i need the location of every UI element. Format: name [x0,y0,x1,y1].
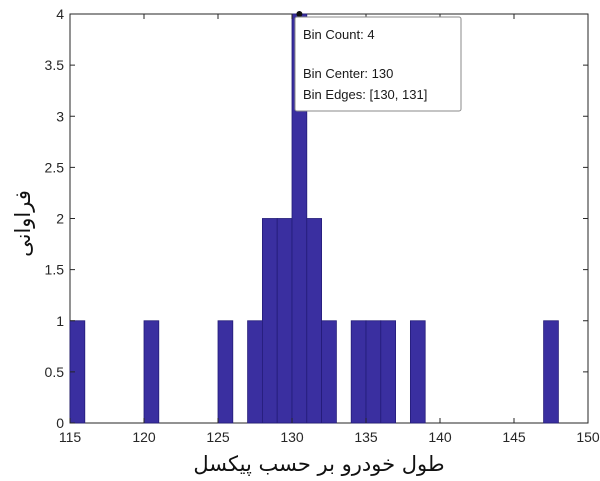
datatip-marker[interactable] [296,11,303,17]
histogram-bar[interactable] [247,320,263,424]
x-tick-label: 135 [354,429,378,445]
bars-group [69,13,559,424]
x-tick-label: 125 [206,429,230,445]
datatip[interactable]: Bin Count: 4 Bin Center: 130 Bin Edges: … [294,11,462,112]
x-axis-ticks: 115 120 125 130 135 140 145 150 [59,14,600,445]
datatip-box [294,16,462,112]
y-axis-ticks: 0 0.5 1 1.5 2 2.5 3 3.5 4 [45,6,588,431]
y-tick-label: 3 [56,108,64,124]
datatip-bin-count: Bin Count: 4 [303,27,375,42]
y-tick-label: 0 [56,415,64,431]
histogram-bar[interactable] [321,320,337,424]
histogram-bar[interactable] [143,320,160,424]
y-axis-label: فراوانی [11,190,35,257]
datatip-bin-center: Bin Center: 130 [303,66,393,81]
y-tick-label: 2 [56,211,64,227]
x-tick-label: 150 [576,429,600,445]
histogram-bar[interactable] [380,320,396,424]
x-tick-label: 120 [132,429,156,445]
y-tick-label: 4 [56,6,64,22]
y-tick-label: 3.5 [45,57,65,73]
plot-area: 115 120 125 130 135 140 145 150 0 0.5 1 1.5 2 2.5 3 3.… [45,6,600,445]
x-tick-label: 115 [59,429,82,445]
histogram-bar[interactable] [365,320,382,424]
x-tick-label: 130 [280,429,304,445]
x-tick-label: 140 [428,429,452,445]
y-tick-label: 0.5 [45,364,65,380]
histogram-bar[interactable] [276,218,293,424]
histogram-bar[interactable] [217,320,234,424]
y-tick-label: 2.5 [45,159,65,175]
histogram-bar[interactable] [350,320,367,424]
histogram-bar[interactable] [261,218,278,424]
histogram-bar[interactable] [306,218,322,424]
x-tick-label: 145 [502,429,526,445]
x-axis-label: طول خودرو بر حسب پیکسل [193,452,444,476]
histogram-bar[interactable] [543,320,559,424]
histogram-bar[interactable] [409,320,426,424]
datatip-bin-edges: Bin Edges: [130, 131] [303,87,427,102]
y-tick-label: 1.5 [45,262,65,278]
y-tick-label: 1 [56,313,64,329]
